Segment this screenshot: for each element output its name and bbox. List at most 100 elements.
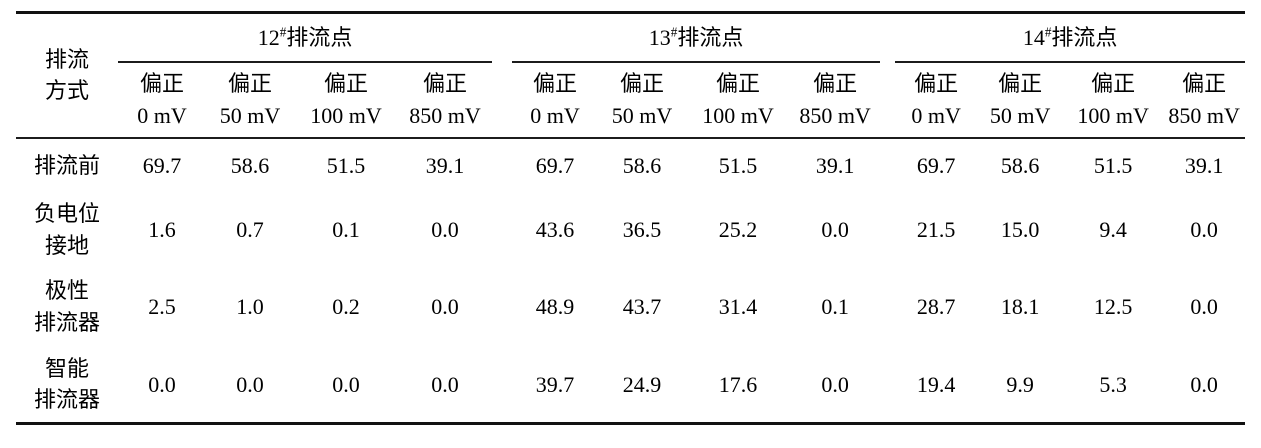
table-cell: 39.1 — [815, 152, 855, 178]
group-gap-2 — [880, 267, 895, 347]
table-cell: 0.2 — [332, 293, 360, 319]
subheader-label: 偏正 — [323, 71, 368, 97]
subheader-label: 偏正 — [998, 71, 1043, 97]
subheader-g12-100mv: 偏正 100 mV — [294, 61, 398, 139]
row-header-line2: 方式 — [44, 78, 89, 104]
subheader-value: 850 mV — [409, 102, 481, 128]
group-gap-2 — [880, 193, 895, 267]
subheader-label: 偏正 — [914, 71, 959, 97]
subheader-label: 偏正 — [139, 71, 184, 97]
row-label: 极性 排流器 — [16, 267, 118, 347]
table-cell: 51.5 — [326, 152, 366, 178]
table-body: 排流前 69.7 58.6 51.5 39.1 69.7 58.6 51.5 3… — [16, 138, 1246, 425]
group-gap-2 — [880, 138, 895, 193]
table-cell: 0.7 — [236, 216, 264, 242]
table-cell: 25.2 — [718, 216, 758, 242]
table-cell: 0.1 — [821, 293, 849, 319]
subheader-g13-850mv: 偏正 850 mV — [790, 61, 881, 139]
table-cell: 31.4 — [718, 293, 758, 319]
table-cell: 0.0 — [206, 346, 294, 425]
table-cell: 9.9 — [977, 346, 1064, 425]
table-cell: 58.6 — [1000, 152, 1040, 178]
subheader-g13-0mv: 偏正 0 mV — [512, 61, 599, 139]
table-cell: 58.6 — [230, 152, 270, 178]
row-label-line: 极性 — [44, 278, 89, 304]
subheader-label: 偏正 — [1091, 71, 1136, 97]
table-cell: 51.5 — [718, 152, 758, 178]
table-cell: 12.5 — [1093, 293, 1133, 319]
row-label-line: 智能 — [44, 356, 89, 382]
table-cell: 18.1 — [1000, 293, 1040, 319]
group-13-number: 13 — [648, 24, 671, 50]
group-14-suffix: 排流点 — [1051, 24, 1118, 50]
table-cell: 69.7 — [142, 152, 182, 178]
row-label-line: 排流器 — [33, 309, 100, 335]
group-14-hash-superscript: # — [1044, 24, 1052, 40]
group-gap-1 — [492, 346, 513, 425]
subheader-label: 偏正 — [620, 71, 665, 97]
table-header: 排流 方式 12#排流点 13#排流点 14#排流点 偏正 0 mV — [16, 12, 1246, 139]
table-cell: 39.1 — [1184, 152, 1224, 178]
subheader-value: 100 mV — [1077, 102, 1149, 128]
table-row-before-drainage: 排流前 69.7 58.6 51.5 39.1 69.7 58.6 51.5 3… — [16, 138, 1245, 193]
table-cell: 69.7 — [535, 152, 575, 178]
table-cell: 28.7 — [916, 293, 956, 319]
table-cell: 0.0 — [431, 216, 459, 242]
group-gap-1 — [492, 13, 512, 62]
table-cell: 39.7 — [512, 346, 599, 425]
group-header-12: 12#排流点 — [118, 12, 493, 63]
table-cell: 51.5 — [1093, 152, 1133, 178]
group-14-number: 14 — [1022, 24, 1045, 50]
table-cell: 58.6 — [622, 152, 662, 178]
table-cell: 19.4 — [895, 346, 978, 425]
table-cell: 5.3 — [1063, 346, 1164, 425]
subheader-g14-50mv: 偏正 50 mV — [977, 61, 1064, 139]
table-cell: 17.6 — [686, 346, 791, 425]
table-cell: 9.4 — [1099, 216, 1127, 242]
subheader-g14-100mv: 偏正 100 mV — [1063, 61, 1164, 139]
group-gap-1 — [492, 267, 512, 347]
subheader-g14-850mv: 偏正 850 mV — [1163, 61, 1246, 139]
subheader-g13-100mv: 偏正 100 mV — [686, 61, 791, 139]
subheader-label: 偏正 — [423, 71, 468, 97]
subheader-value: 50 mV — [219, 102, 281, 128]
subheader-g12-50mv: 偏正 50 mV — [206, 61, 294, 139]
table-row-smart-drainage-device: 智能 排流器 0.0 0.0 0.0 0.0 39.7 24.9 17.6 0.… — [16, 346, 1246, 425]
subheader-g12-850mv: 偏正 850 mV — [398, 61, 493, 139]
group-header-13: 13#排流点 — [512, 12, 881, 63]
group-gap-2 — [880, 13, 895, 62]
row-label-line: 排流前 — [33, 152, 100, 178]
table-cell: 39.1 — [425, 152, 465, 178]
group-gap-1 — [492, 138, 512, 193]
group-13-suffix: 排流点 — [677, 24, 744, 50]
table-cell: 0.0 — [790, 346, 881, 425]
group-12-suffix: 排流点 — [286, 24, 353, 50]
group-13-hash-superscript: # — [670, 24, 678, 40]
row-header-cell-drainage-method: 排流 方式 — [16, 12, 118, 139]
subheader-g12-0mv: 偏正 0 mV — [118, 61, 206, 139]
table-row-negative-potential-grounding: 负电位 接地 1.6 0.7 0.1 0.0 43.6 36.5 25.2 0.… — [16, 193, 1245, 267]
table-cell: 1.0 — [236, 293, 264, 319]
subheader-value: 50 mV — [989, 102, 1051, 128]
table-cell: 0.0 — [431, 293, 459, 319]
table-cell: 15.0 — [1000, 216, 1040, 242]
group-header-14: 14#排流点 — [895, 12, 1246, 63]
table-cell: 24.9 — [598, 346, 687, 425]
subheader-value: 100 mV — [310, 102, 382, 128]
subheader-label: 偏正 — [813, 71, 858, 97]
table-cell: 48.9 — [535, 293, 575, 319]
table-cell: 0.0 — [821, 216, 849, 242]
table-cell: 0.0 — [1190, 216, 1218, 242]
table-cell: 0.0 — [398, 346, 493, 425]
row-header-line1: 排流 — [44, 47, 89, 73]
subheader-g14-0mv: 偏正 0 mV — [895, 61, 978, 139]
group-gap-1 — [492, 193, 512, 267]
row-label-line: 接地 — [44, 232, 89, 258]
table-cell: 69.7 — [916, 152, 956, 178]
subheader-value: 0 mV — [137, 102, 187, 128]
table-cell: 1.6 — [148, 216, 176, 242]
subheader-value: 0 mV — [911, 102, 961, 128]
table-cell: 43.7 — [622, 293, 662, 319]
subheader-label: 偏正 — [227, 71, 272, 97]
subheader-row: 偏正 0 mV 偏正 50 mV 偏正 100 mV 偏正 850 mV 偏正 — [16, 61, 1246, 139]
